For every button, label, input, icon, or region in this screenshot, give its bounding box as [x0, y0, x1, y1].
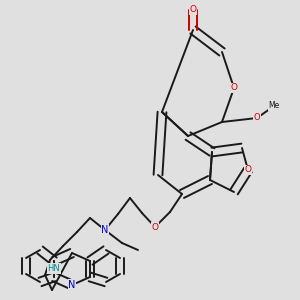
Text: HN: HN [48, 264, 60, 273]
Text: O: O [152, 223, 158, 232]
Text: O: O [244, 166, 251, 175]
Text: O: O [230, 83, 238, 92]
Text: N: N [68, 280, 76, 290]
Text: O: O [190, 5, 196, 14]
Text: N: N [101, 225, 109, 235]
Text: Me: Me [268, 101, 280, 110]
Text: O: O [254, 113, 260, 122]
